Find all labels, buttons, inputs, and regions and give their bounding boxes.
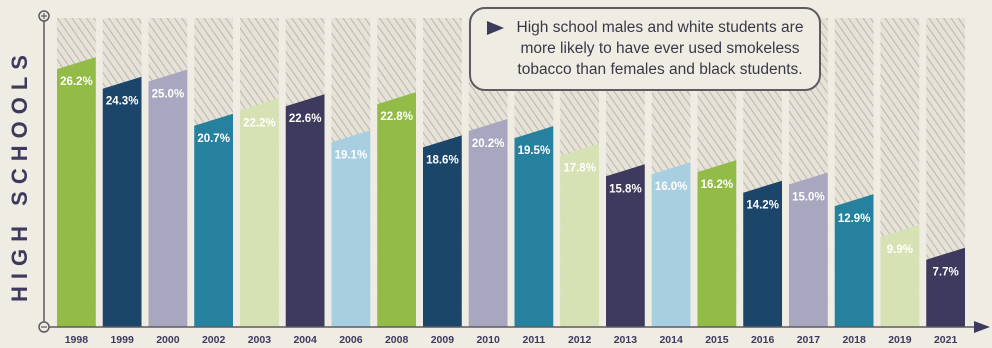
value-label: 22.8%: [380, 111, 413, 123]
x-tick-label: 2014: [659, 334, 683, 346]
x-tick-label: 2010: [476, 334, 500, 346]
bar-2018: [834, 194, 874, 327]
bar-1998: [57, 57, 96, 327]
value-label: 20.7%: [197, 133, 230, 145]
x-tick-label: 2021: [934, 334, 958, 346]
x-tick-label: 2016: [751, 334, 775, 346]
value-label: 12.9%: [838, 213, 871, 225]
value-label: 16.0%: [655, 181, 688, 193]
value-label: 7.7%: [933, 267, 959, 279]
bar-2016: [743, 180, 782, 327]
value-label: 14.2%: [746, 200, 779, 212]
bar-2000: [148, 69, 188, 327]
value-label: 19.5%: [518, 145, 551, 157]
x-tick-label: 2006: [339, 334, 363, 346]
x-tick-label: 2012: [568, 334, 592, 346]
value-label: 25.0%: [152, 89, 185, 101]
value-label: 15.8%: [609, 183, 642, 195]
value-label: 19.1%: [335, 149, 368, 161]
bar-2019: [880, 225, 920, 327]
x-tick-label: 2017: [797, 334, 821, 346]
x-tick-label: 2009: [431, 334, 455, 346]
x-tick-label: 2018: [842, 334, 866, 346]
x-tick-label: 2015: [705, 334, 729, 346]
x-tick-label: 2013: [614, 334, 638, 346]
callout-text: High school males and white students are…: [516, 19, 804, 78]
x-tick-label: 2004: [293, 334, 317, 346]
value-label: 20.2%: [472, 138, 505, 150]
x-tick-label: 2019: [888, 334, 912, 346]
bar-2014: [651, 162, 691, 327]
x-axis-arrow-icon: [974, 321, 990, 333]
x-tick-label: 1999: [110, 334, 134, 346]
bar-2012: [560, 143, 599, 327]
bar-2004: [285, 94, 325, 327]
value-label: 18.6%: [426, 154, 459, 166]
bar-2003: [240, 98, 279, 327]
bar-2011: [514, 126, 554, 328]
plus-icon: [41, 13, 47, 19]
bar-2009: [423, 135, 462, 327]
bar-2008: [377, 92, 416, 327]
value-label: 22.2%: [243, 117, 276, 129]
value-label: 26.2%: [60, 76, 93, 88]
bar-2013: [606, 164, 645, 327]
arrow-right-icon: [487, 21, 504, 35]
value-label: 15.0%: [792, 192, 825, 204]
value-label: 24.3%: [106, 96, 139, 108]
value-label: 9.9%: [887, 244, 913, 256]
bar-2010: [468, 118, 508, 327]
x-tick-label: 2003: [248, 334, 272, 346]
value-label: 16.2%: [701, 179, 734, 191]
bar-2006: [331, 130, 371, 327]
value-label: 22.6%: [289, 113, 322, 125]
bar-1999: [102, 76, 142, 328]
x-tick-label: 2000: [156, 334, 180, 346]
bar-2002: [194, 113, 233, 327]
x-tick-label: 2011: [522, 334, 545, 346]
x-tick-label: 2008: [385, 334, 409, 346]
x-tick-label: 1998: [65, 334, 89, 346]
callout-box: High school males and white students are…: [469, 7, 821, 91]
bar-2021: [926, 247, 965, 327]
bar-2017: [789, 172, 828, 327]
bar-2015: [697, 160, 737, 327]
value-label: 17.8%: [563, 163, 596, 175]
x-tick-label: 2002: [202, 334, 226, 346]
